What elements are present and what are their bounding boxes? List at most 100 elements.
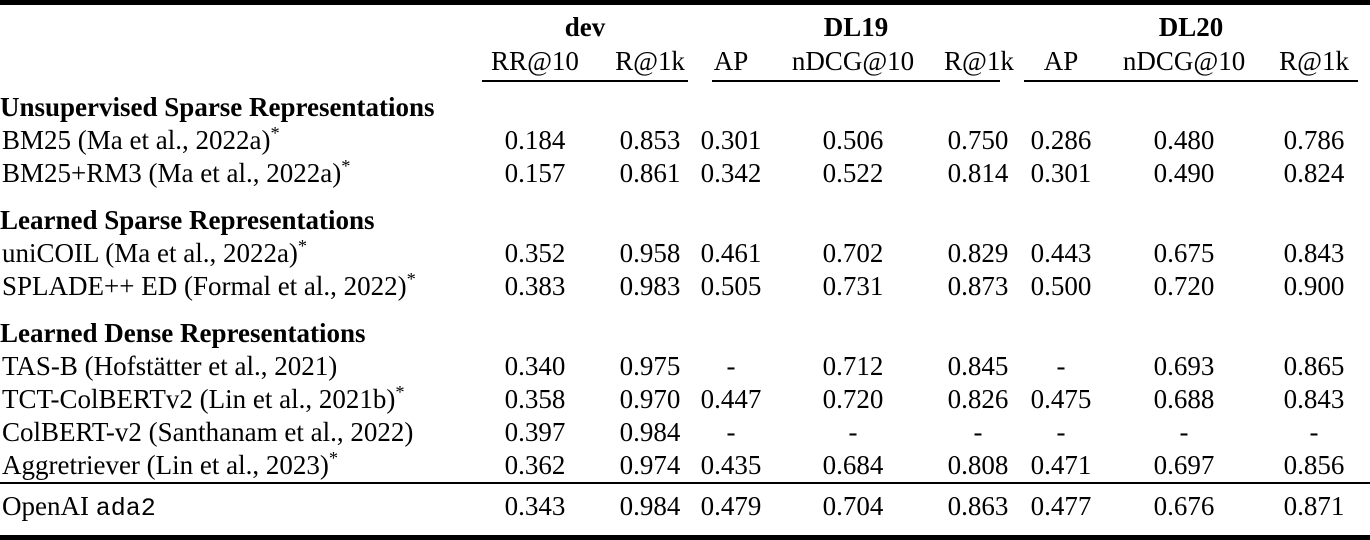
metric-value: 0.958 [619,238,681,268]
row-label: BM25 (Ma et al., 2022a)* [2,123,280,155]
metric-value: - [973,417,983,447]
section-heading-row: Unsupervised Sparse Representations [0,85,1370,124]
model-name-mono: ada2 [95,493,156,523]
row-label: TAS-B (Hofstätter et al., 2021) [2,351,338,381]
asterisk-marker: * [406,269,416,289]
metric-value: 0.358 [504,384,566,414]
metric-value: 0.477 [1012,482,1111,529]
metric-value: 0.184 [504,125,566,155]
column-group-dl19: DL19 [823,11,889,42]
metric-value: 0.974 [619,450,681,480]
column-header-dev-r1k: R@1k [615,45,685,76]
metric-value: 0.720 [1153,271,1215,301]
table-row: BM25 (Ma et al., 2022a)* 0.184 0.853 0.301 0… [0,124,1370,157]
column-header-dl19-ap: AP [713,45,749,76]
header-spacer [0,45,470,77]
metric-value: 0.984 [600,482,700,529]
rule-cell-dl19 [700,77,1012,85]
column-header-dl20-r1k: R@1k [1279,45,1349,76]
row-label: TCT-ColBERTv2 (Lin et al., 2021b)* [2,382,405,414]
metric-value: - [1056,351,1066,381]
metric-value: 0.443 [1030,238,1092,268]
retrieval-results-table: dev DL19 DL20 RR@10 R@1k AP nDCG@10 R@1k… [0,5,1370,529]
metric-value: - [726,417,736,447]
row-label: ColBERT-v2 (Santhanam et al., 2022) [2,417,414,447]
asterisk-marker: * [341,156,351,176]
metric-value: 0.522 [822,158,884,188]
header-group-row: dev DL19 DL20 [0,5,1370,45]
metric-value: 0.157 [504,158,566,188]
metric-value: 0.873 [947,271,1009,301]
metric-value: 0.475 [1030,384,1092,414]
header-metric-row: RR@10 R@1k AP nDCG@10 R@1k AP nDCG@10 R@… [0,45,1370,77]
row-label: Aggretriever (Lin et al., 2023)* [2,448,339,480]
metric-value: 0.506 [822,125,884,155]
asterisk-marker: * [328,448,339,468]
table-row: ColBERT-v2 (Santhanam et al., 2022) 0.397… [0,416,1370,449]
metric-value: 0.829 [947,238,1009,268]
metric-value: 0.688 [1153,384,1215,414]
metric-value: 0.865 [1283,351,1345,381]
metric-value: 0.479 [700,482,762,529]
metric-value: 0.871 [1258,482,1370,529]
metric-value: 0.675 [1153,238,1215,268]
column-header-dl19-ndcg10: nDCG@10 [791,45,915,76]
metric-value: 0.826 [947,384,1009,414]
metric-value: 0.301 [1030,158,1092,188]
metric-value: 0.970 [619,384,681,414]
metric-value: 0.340 [504,351,566,381]
header-rule-row [0,77,1370,85]
table-row: TAS-B (Hofstätter et al., 2021) 0.340 0.97… [0,350,1370,383]
header-spacer [0,5,470,45]
metric-value: 0.342 [700,158,762,188]
group-underline [712,80,1001,82]
row-label: OpenAI ada2 [0,482,470,529]
metric-value: 0.343 [470,482,600,529]
metric-value: 0.731 [822,271,884,301]
column-header-dl20-ndcg10: nDCG@10 [1122,45,1246,76]
metric-value: 0.447 [700,384,762,414]
asterisk-marker: * [297,236,308,256]
metric-value: 0.362 [504,450,566,480]
section-heading: Learned Sparse Representations [0,205,375,235]
metric-value: 0.471 [1030,450,1092,480]
metric-value: 0.808 [947,450,1009,480]
metric-value: 0.900 [1283,271,1345,301]
table-body: Unsupervised Sparse Representations BM25 … [0,85,1370,529]
section-heading-row: Learned Sparse Representations [0,190,1370,237]
column-group-dev: dev [564,11,606,42]
table-row: SPLADE++ ED (Formal et al., 2022)* 0.383 0… [0,270,1370,303]
metric-value: 0.984 [619,417,681,447]
asterisk-marker: * [395,382,405,402]
rule-spacer [0,77,470,85]
section-heading-row: Learned Dense Representations [0,303,1370,350]
row-label: uniCOIL (Ma et al., 2022a)* [2,236,308,268]
metric-value: 0.750 [947,125,1009,155]
metric-value: - [1179,417,1189,447]
group-underline [482,80,688,82]
column-header-dl20-ap: AP [1043,45,1079,76]
metric-value: 0.702 [822,238,884,268]
group-underline [1024,80,1359,82]
metric-value: 0.843 [1283,384,1345,414]
rule-cell-dl20 [1012,77,1370,85]
metric-value: 0.505 [700,271,762,301]
metric-value: 0.704 [762,482,944,529]
metric-value: 0.693 [1153,351,1215,381]
section-heading: Unsupervised Sparse Representations [0,92,435,122]
metric-value: - [1309,417,1319,447]
column-group-dl20: DL20 [1158,11,1224,42]
table-row: Aggretriever (Lin et al., 2023)* 0.362 0.9… [0,449,1370,483]
metric-value: 0.861 [619,158,681,188]
metric-value: 0.500 [1030,271,1092,301]
metric-value: 0.712 [822,351,884,381]
metric-value: 0.697 [1153,450,1215,480]
metric-value: 0.435 [700,450,762,480]
row-label: SPLADE++ ED (Formal et al., 2022)* [2,269,416,301]
rule-cell-dev [470,77,700,85]
metric-value: 0.286 [1030,125,1092,155]
column-header-dl19-r1k: R@1k [944,45,1014,76]
metric-value: 0.684 [822,450,884,480]
metric-value: 0.720 [822,384,884,414]
